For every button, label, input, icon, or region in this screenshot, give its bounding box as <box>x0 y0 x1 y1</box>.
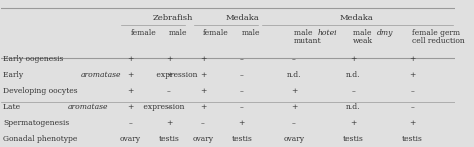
Text: male: male <box>169 29 187 36</box>
Text: n.d.: n.d. <box>287 71 301 79</box>
Text: Gonadal phenotype: Gonadal phenotype <box>3 135 77 143</box>
Text: aromatase: aromatase <box>68 103 109 111</box>
Text: –: – <box>128 119 132 127</box>
Text: male: male <box>242 29 260 36</box>
Text: +: + <box>291 87 297 95</box>
Text: +: + <box>350 119 356 127</box>
Text: n.d.: n.d. <box>346 71 360 79</box>
Text: –: – <box>240 71 244 79</box>
Text: +: + <box>409 71 415 79</box>
Text: Medaka: Medaka <box>226 14 260 22</box>
Text: –: – <box>167 87 171 95</box>
Text: +: + <box>200 55 206 63</box>
Text: +: + <box>291 103 297 111</box>
Text: testis: testis <box>343 135 364 143</box>
Text: +: + <box>166 119 172 127</box>
Text: n.d.: n.d. <box>346 103 360 111</box>
Text: hotei: hotei <box>318 29 337 36</box>
Text: Developing oocytes: Developing oocytes <box>3 87 78 95</box>
Text: +: + <box>238 119 245 127</box>
Text: +: + <box>200 103 206 111</box>
Text: +: + <box>127 71 134 79</box>
Text: dmy: dmy <box>377 29 393 36</box>
Text: testis: testis <box>158 135 179 143</box>
Text: +: + <box>166 55 172 63</box>
Text: +: + <box>127 87 134 95</box>
Text: female: female <box>203 29 229 36</box>
Text: expression: expression <box>154 71 197 79</box>
Text: –: – <box>351 87 355 95</box>
Text: +: + <box>200 87 206 95</box>
Text: –: – <box>240 55 244 63</box>
Text: weak: weak <box>353 37 373 45</box>
Text: expression: expression <box>141 103 184 111</box>
Text: ovary: ovary <box>192 135 214 143</box>
Text: female germ: female germ <box>412 29 460 36</box>
Text: male: male <box>353 29 374 36</box>
Text: –: – <box>201 119 205 127</box>
Text: –: – <box>240 87 244 95</box>
Text: +: + <box>409 55 415 63</box>
Text: –: – <box>292 119 296 127</box>
Text: cell reduction: cell reduction <box>412 37 465 45</box>
Text: male: male <box>294 29 315 36</box>
Text: testis: testis <box>402 135 423 143</box>
Text: Late: Late <box>3 103 22 111</box>
Text: +: + <box>166 71 172 79</box>
Text: aromatase: aromatase <box>81 71 121 79</box>
Text: –: – <box>167 103 171 111</box>
Text: female: female <box>130 29 156 36</box>
Text: testis: testis <box>231 135 252 143</box>
Text: –: – <box>240 103 244 111</box>
Text: +: + <box>409 119 415 127</box>
Text: Zebrafish: Zebrafish <box>153 14 193 22</box>
Text: Spermatogenesis: Spermatogenesis <box>3 119 69 127</box>
Text: +: + <box>200 71 206 79</box>
Text: +: + <box>127 103 134 111</box>
Text: –: – <box>292 55 296 63</box>
Text: Medaka: Medaka <box>339 14 373 22</box>
Text: ovary: ovary <box>283 135 304 143</box>
Text: ovary: ovary <box>120 135 141 143</box>
Text: –: – <box>410 87 414 95</box>
Text: Early: Early <box>3 71 26 79</box>
Text: Early oogenesis: Early oogenesis <box>3 55 64 63</box>
Text: +: + <box>350 55 356 63</box>
Text: mutant: mutant <box>294 37 322 45</box>
Text: +: + <box>127 55 134 63</box>
Text: –: – <box>410 103 414 111</box>
